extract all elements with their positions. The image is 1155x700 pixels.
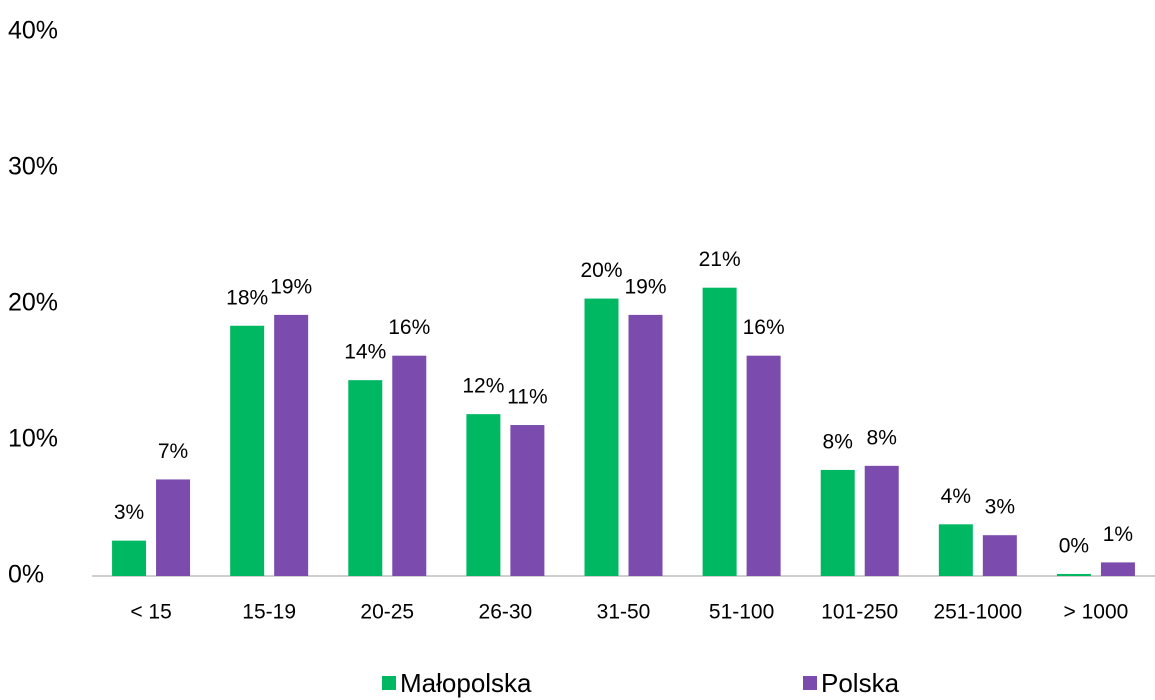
data-label: 14%	[344, 341, 386, 364]
bar	[348, 380, 383, 576]
bar	[982, 535, 1017, 576]
x-tick-label: > 1000	[1064, 601, 1129, 624]
data-label: 19%	[270, 275, 312, 298]
bar	[820, 469, 855, 576]
x-tick-label: 251-1000	[933, 601, 1022, 624]
x-tick-label: 51-100	[709, 601, 774, 624]
data-label: 7%	[158, 440, 188, 463]
data-label: 1%	[1103, 523, 1133, 546]
bar	[1100, 562, 1135, 576]
data-label: 8%	[823, 430, 853, 453]
data-label: 12%	[462, 375, 504, 398]
y-tick-label: 0%	[8, 561, 44, 589]
data-label: 4%	[941, 485, 971, 508]
bar	[746, 355, 781, 576]
bar	[510, 425, 545, 576]
data-label: 16%	[743, 316, 785, 339]
bar	[112, 540, 147, 576]
data-label: 8%	[867, 426, 897, 449]
data-label: 3%	[985, 496, 1015, 519]
data-label: 16%	[388, 316, 430, 339]
x-tick-label: 26-30	[479, 601, 533, 624]
bar	[938, 524, 973, 576]
data-label: 20%	[580, 259, 622, 282]
data-label: 19%	[624, 275, 666, 298]
bar	[864, 465, 899, 576]
y-tick-label: 10%	[8, 425, 58, 453]
bar	[702, 287, 737, 576]
x-tick-label: 101-250	[821, 601, 898, 624]
x-tick-label: 15-19	[242, 601, 296, 624]
y-tick-label: 20%	[8, 289, 58, 317]
bar	[274, 314, 309, 576]
x-tick-label: 31-50	[597, 601, 651, 624]
legend-swatch	[382, 676, 396, 690]
data-label: 0%	[1059, 535, 1089, 558]
data-label: 3%	[114, 501, 144, 524]
legend-label: Polska	[821, 668, 900, 698]
data-label: 18%	[226, 286, 268, 309]
bar	[230, 325, 265, 576]
bar	[584, 298, 619, 576]
data-label: 21%	[699, 248, 741, 271]
y-tick-label: 40%	[8, 17, 58, 45]
bar	[392, 355, 427, 576]
bar	[156, 479, 191, 576]
bar	[628, 314, 663, 576]
bar	[1056, 573, 1091, 576]
legend-swatch	[803, 676, 817, 690]
data-label: 11%	[507, 386, 547, 409]
y-tick-label: 30%	[8, 153, 58, 181]
legend-label: Małopolska	[400, 668, 532, 698]
bar	[466, 414, 501, 576]
x-tick-label: < 15	[130, 601, 171, 624]
x-tick-label: 20-25	[360, 601, 414, 624]
